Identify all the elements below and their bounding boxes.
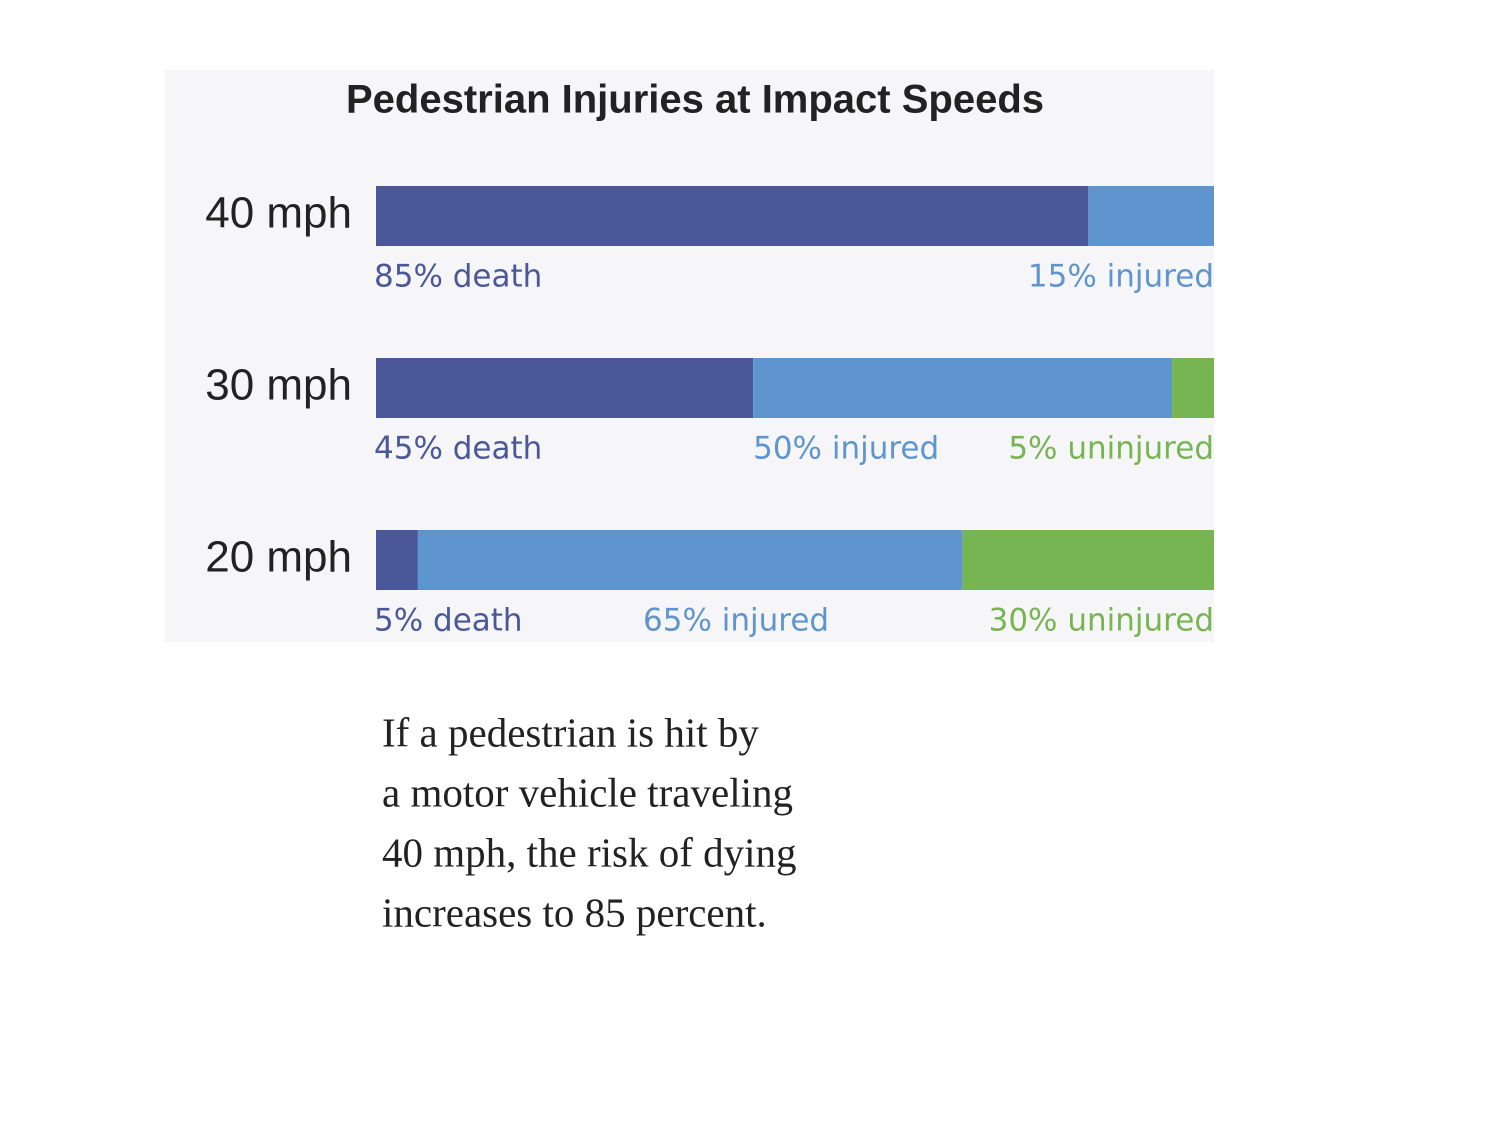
caption-line: a motor vehicle traveling bbox=[382, 769, 793, 815]
bar-segment bbox=[376, 530, 418, 590]
value-label: 5% uninjured bbox=[1008, 431, 1214, 467]
value-label: 5% death bbox=[374, 603, 523, 639]
chart-title: Pedestrian Injuries at Impact Speeds bbox=[346, 78, 1044, 122]
bar-segment bbox=[376, 358, 754, 418]
value-label: 45% death bbox=[374, 431, 542, 467]
category-label: 30 mph bbox=[205, 361, 352, 410]
category-label: 40 mph bbox=[205, 189, 352, 238]
category-label: 20 mph bbox=[205, 533, 352, 582]
bar-segment bbox=[376, 186, 1089, 246]
caption-line: increases to 85 percent. bbox=[382, 889, 767, 935]
value-label: 50% injured bbox=[753, 431, 939, 467]
bar-segment bbox=[1088, 186, 1214, 246]
value-label: 30% uninjured bbox=[989, 603, 1214, 639]
value-label: 65% injured bbox=[643, 603, 829, 639]
caption-line: If a pedestrian is hit by bbox=[382, 709, 759, 755]
bar-segment bbox=[753, 358, 1173, 418]
bar-segment bbox=[1172, 358, 1214, 418]
value-label: 15% injured bbox=[1028, 259, 1214, 295]
caption-line: 40 mph, the risk of dying bbox=[382, 829, 797, 875]
bar-segment bbox=[417, 530, 963, 590]
bar-segment bbox=[962, 530, 1214, 590]
value-label: 85% death bbox=[374, 259, 542, 295]
